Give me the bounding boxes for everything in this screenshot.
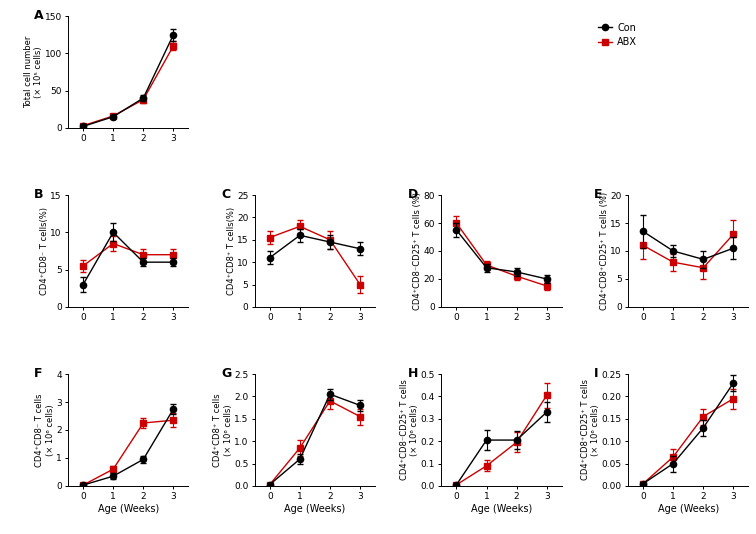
Y-axis label: Total cell number
(× 10⁵ cells): Total cell number (× 10⁵ cells) bbox=[23, 36, 43, 108]
X-axis label: Age (Weeks): Age (Weeks) bbox=[658, 504, 719, 514]
Y-axis label: CD4⁺CD8⁺CD25⁺ T cells
(× 10⁶ cells): CD4⁺CD8⁺CD25⁺ T cells (× 10⁶ cells) bbox=[581, 380, 600, 481]
Y-axis label: CD4⁺CD8⁻CD25⁺ T cells
(× 10⁶ cells): CD4⁺CD8⁻CD25⁺ T cells (× 10⁶ cells) bbox=[400, 380, 420, 481]
Y-axis label: CD4⁺CD8⁻ T cells(%): CD4⁺CD8⁻ T cells(%) bbox=[40, 207, 49, 295]
Text: I: I bbox=[594, 367, 599, 380]
Text: H: H bbox=[407, 367, 418, 380]
Text: D: D bbox=[407, 189, 418, 201]
X-axis label: Age (Weeks): Age (Weeks) bbox=[284, 504, 345, 514]
Y-axis label: CD4⁺CD8⁺ T cells
(× 10⁶ cells): CD4⁺CD8⁺ T cells (× 10⁶ cells) bbox=[213, 393, 233, 467]
Y-axis label: CD4⁺CD8⁻CD25⁺ T cells (%): CD4⁺CD8⁻CD25⁺ T cells (%) bbox=[414, 192, 422, 310]
Text: A: A bbox=[34, 9, 44, 22]
Text: C: C bbox=[221, 189, 230, 201]
Text: G: G bbox=[221, 367, 231, 380]
Y-axis label: CD4⁺CD8⁺ T cells(%): CD4⁺CD8⁺ T cells(%) bbox=[227, 207, 236, 295]
Y-axis label: CD4⁺CD8⁺CD25⁺ T cells (%): CD4⁺CD8⁺CD25⁺ T cells (%) bbox=[600, 192, 609, 310]
Legend: Con, ABX: Con, ABX bbox=[594, 19, 641, 51]
X-axis label: Age (Weeks): Age (Weeks) bbox=[471, 504, 532, 514]
X-axis label: Age (Weeks): Age (Weeks) bbox=[98, 504, 159, 514]
Text: F: F bbox=[34, 367, 43, 380]
Y-axis label: CD4⁺CD8⁻ T cells
(× 10⁶ cells): CD4⁺CD8⁻ T cells (× 10⁶ cells) bbox=[36, 393, 54, 467]
Text: B: B bbox=[34, 189, 44, 201]
Text: E: E bbox=[594, 189, 603, 201]
